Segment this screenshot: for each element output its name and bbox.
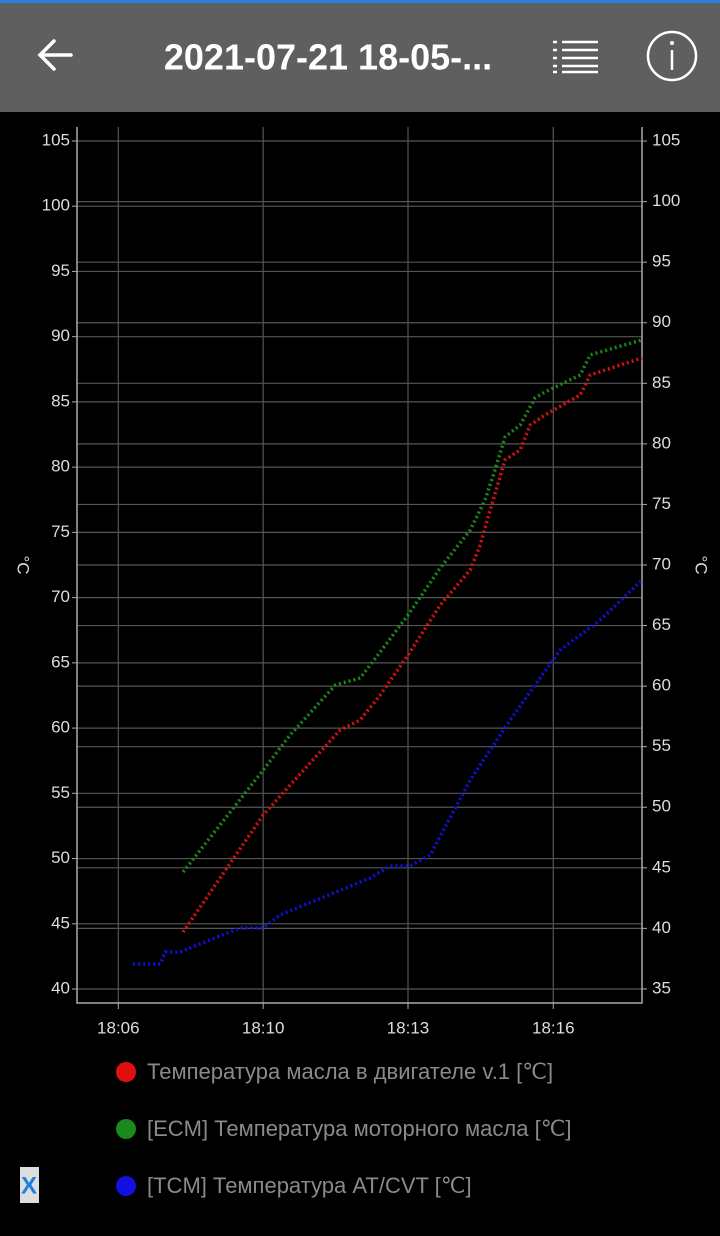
y-tick-label: 40 (51, 979, 70, 998)
legend-label: [ECM] Температура моторного масла [℃] (147, 1116, 572, 1141)
x-tick-label: 18:10 (242, 1018, 285, 1037)
back-button[interactable] (37, 39, 73, 71)
y2-tick-label: 70 (652, 554, 671, 573)
y2-tick-label: 55 (652, 736, 671, 755)
y-tick-label: 75 (51, 522, 70, 541)
y-tick-label: 90 (51, 326, 70, 345)
y2-tick-label: 105 (652, 131, 680, 150)
app-title: 2021-07-21 18-05-... (164, 37, 492, 78)
y-tick-label: 85 (51, 391, 70, 410)
y2-tick-label: 45 (652, 857, 671, 876)
close-label[interactable]: X (21, 1172, 37, 1199)
y2-axis-label: °C (692, 555, 711, 574)
series-line (181, 356, 643, 933)
close-button[interactable] (20, 1167, 39, 1203)
y-tick-label: 80 (51, 457, 70, 476)
y-tick-label: 60 (51, 718, 70, 737)
series-line (133, 578, 644, 966)
y-tick-label: 65 (51, 652, 70, 671)
y-tick-label: 50 (51, 848, 70, 867)
y-tick-label: 105 (42, 130, 70, 149)
y2-tick-label: 65 (652, 615, 671, 634)
axis-frame (76, 127, 643, 1004)
y2-tick-label: 100 (652, 191, 680, 210)
y-tick-label: 45 (51, 913, 70, 932)
legend-marker (116, 1176, 136, 1196)
app-bar (0, 0, 720, 112)
y2-tick-label: 80 (652, 433, 671, 452)
y2-tick-label: 75 (652, 494, 671, 513)
legend-label: Температура масла в двигателе v.1 [℃] (147, 1059, 553, 1084)
y2-tick-label: 95 (652, 252, 671, 271)
y-tick-label: 55 (51, 783, 70, 802)
legend-marker (116, 1062, 136, 1082)
y2-tick-label: 60 (652, 676, 671, 695)
status-strip (0, 0, 720, 3)
y2-tick-label: 90 (652, 312, 671, 331)
x-tick-label: 18:13 (387, 1018, 430, 1037)
y2-tick-label: 35 (652, 978, 671, 997)
series-line (181, 338, 643, 874)
y2-tick-label: 50 (652, 797, 671, 816)
x-tick-label: 18:16 (532, 1018, 575, 1037)
legend-label: [TCM] Температура AT/CVT [℃] (147, 1173, 472, 1198)
legend-marker (116, 1119, 136, 1139)
y2-tick-label: 40 (652, 918, 671, 937)
y-tick-label: 70 (51, 587, 70, 606)
info-button[interactable] (646, 30, 698, 82)
x-tick-label: 18:06 (97, 1018, 140, 1037)
list-button[interactable] (553, 40, 598, 74)
y-tick-label: 95 (51, 261, 70, 280)
y-axis-label: °C (14, 555, 33, 574)
y2-tick-label: 85 (652, 373, 671, 392)
y-tick-label: 100 (42, 196, 70, 215)
